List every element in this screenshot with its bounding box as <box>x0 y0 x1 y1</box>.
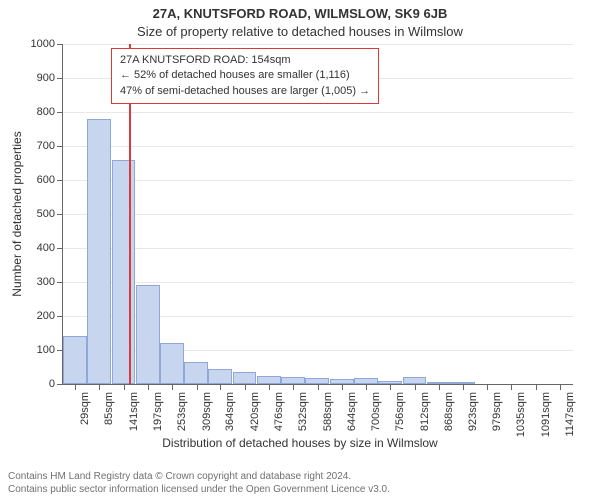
y-tick-label: 900 <box>37 72 55 84</box>
x-tick-label: 85sqm <box>103 392 115 425</box>
y-tick <box>57 44 63 45</box>
x-tick-label: 644sqm <box>346 392 358 431</box>
x-tick <box>197 384 198 390</box>
gridline <box>63 180 573 181</box>
footer-line-1: Contains HM Land Registry data © Crown c… <box>8 470 390 483</box>
histogram-bar <box>63 336 87 384</box>
x-tick-label: 812sqm <box>419 392 431 431</box>
y-tick <box>57 248 63 249</box>
y-tick-label: 800 <box>37 106 55 118</box>
x-tick <box>511 384 512 390</box>
y-tick-label: 0 <box>49 378 55 390</box>
histogram-bar <box>87 119 111 384</box>
x-tick <box>366 384 367 390</box>
histogram-bar <box>184 362 208 384</box>
x-tick-label: 532sqm <box>297 392 309 431</box>
y-tick <box>57 78 63 79</box>
y-tick-label: 600 <box>37 174 55 186</box>
x-tick <box>124 384 125 390</box>
histogram-bar <box>403 377 427 384</box>
gridline <box>63 214 573 215</box>
gridline <box>63 282 573 283</box>
x-tick-label: 700sqm <box>370 392 382 431</box>
x-tick-label: 756sqm <box>394 392 406 431</box>
gridline <box>63 248 573 249</box>
annotation-line-1: 27A KNUTSFORD ROAD: 154sqm <box>120 53 370 68</box>
y-tick <box>57 282 63 283</box>
histogram-chart: 0100200300400500600700800900100029sqm85s… <box>62 44 573 385</box>
x-tick <box>560 384 561 390</box>
annotation-box: 27A KNUTSFORD ROAD: 154sqm ← 52% of deta… <box>111 48 379 104</box>
page-title: 27A, KNUTSFORD ROAD, WILMSLOW, SK9 6JB <box>0 6 600 21</box>
x-tick <box>99 384 100 390</box>
y-tick-label: 200 <box>37 310 55 322</box>
footer-text: Contains HM Land Registry data © Crown c… <box>8 470 390 496</box>
x-tick-label: 1035sqm <box>515 392 527 437</box>
x-tick <box>269 384 270 390</box>
y-tick-label: 500 <box>37 208 55 220</box>
histogram-bar <box>208 369 232 384</box>
y-tick-label: 1000 <box>31 38 55 50</box>
x-tick <box>172 384 173 390</box>
x-axis-label: Distribution of detached houses by size … <box>0 436 600 450</box>
x-tick-label: 141sqm <box>128 392 140 431</box>
y-tick <box>57 112 63 113</box>
x-tick <box>536 384 537 390</box>
gridline <box>63 146 573 147</box>
x-tick-label: 1147sqm <box>564 392 576 436</box>
histogram-bar <box>136 285 160 384</box>
y-tick-label: 100 <box>37 344 55 356</box>
x-tick-label: 923sqm <box>467 392 479 431</box>
x-tick-label: 29sqm <box>79 392 91 425</box>
x-tick-label: 588sqm <box>322 392 334 431</box>
histogram-bar <box>160 343 184 384</box>
x-tick <box>318 384 319 390</box>
x-tick-label: 868sqm <box>443 392 455 431</box>
y-tick <box>57 214 63 215</box>
x-tick <box>148 384 149 390</box>
chart-container: 27A, KNUTSFORD ROAD, WILMSLOW, SK9 6JB S… <box>0 0 600 500</box>
y-tick <box>57 384 63 385</box>
x-tick <box>415 384 416 390</box>
y-tick <box>57 146 63 147</box>
x-tick <box>293 384 294 390</box>
x-tick-label: 476sqm <box>273 392 285 431</box>
gridline <box>63 112 573 113</box>
x-tick-label: 309sqm <box>201 392 213 431</box>
x-tick <box>245 384 246 390</box>
histogram-bar <box>281 377 305 384</box>
annotation-line-2: ← 52% of detached houses are smaller (1,… <box>120 68 370 83</box>
x-tick <box>390 384 391 390</box>
x-tick-label: 197sqm <box>152 392 164 431</box>
y-tick-label: 300 <box>37 276 55 288</box>
y-tick <box>57 180 63 181</box>
y-tick-label: 700 <box>37 140 55 152</box>
x-tick <box>487 384 488 390</box>
y-tick-label: 400 <box>37 242 55 254</box>
histogram-bar <box>112 160 136 384</box>
x-tick <box>342 384 343 390</box>
histogram-bar <box>233 372 257 384</box>
x-tick <box>439 384 440 390</box>
x-tick <box>463 384 464 390</box>
x-tick-label: 253sqm <box>176 392 188 431</box>
x-tick-label: 420sqm <box>249 392 261 431</box>
gridline <box>63 44 573 45</box>
annotation-line-3: 47% of semi-detached houses are larger (… <box>120 84 370 99</box>
x-tick <box>75 384 76 390</box>
y-axis-label: Number of detached properties <box>10 131 24 296</box>
footer-line-2: Contains public sector information licen… <box>8 483 390 496</box>
x-tick <box>220 384 221 390</box>
page-subtitle: Size of property relative to detached ho… <box>0 24 600 39</box>
x-tick-label: 364sqm <box>224 392 236 431</box>
x-tick-label: 1091sqm <box>540 392 552 437</box>
x-tick-label: 979sqm <box>491 392 503 431</box>
histogram-bar <box>257 376 281 385</box>
y-tick <box>57 316 63 317</box>
